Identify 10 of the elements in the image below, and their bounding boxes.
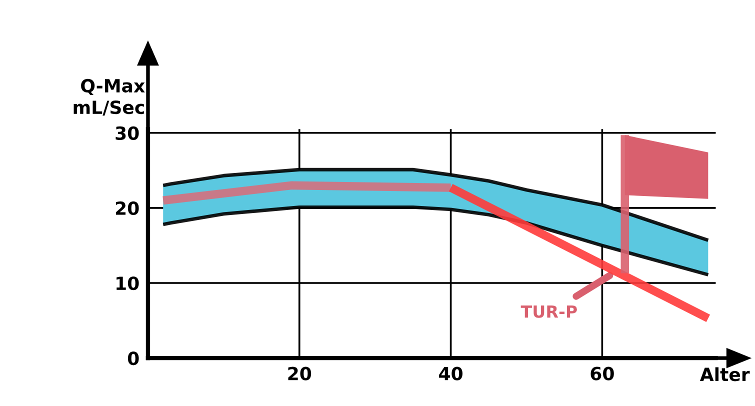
y-tick-label: 0 bbox=[128, 352, 139, 366]
y-tick-label: 10 bbox=[116, 276, 139, 290]
y-tick-label: 20 bbox=[116, 201, 139, 216]
y-tick-label: 30 bbox=[116, 126, 139, 140]
x-tick-label: 60 bbox=[590, 366, 614, 380]
x-axis-title: Alter bbox=[700, 367, 750, 382]
x-tick-label: 40 bbox=[439, 366, 462, 380]
x-tick-label: 20 bbox=[288, 366, 312, 380]
y-axis-title: Q-Max mL/Sec bbox=[74, 78, 145, 116]
annotation: TUR-P bbox=[520, 305, 577, 318]
